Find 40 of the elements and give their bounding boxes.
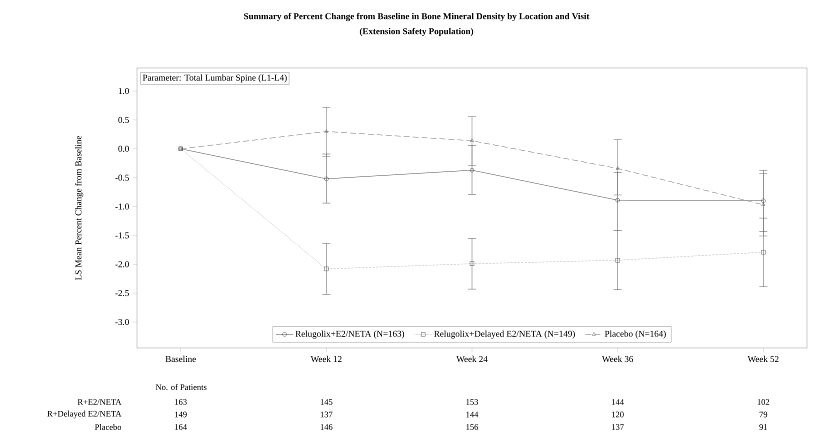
- text: 102: [758, 399, 770, 405]
- annotation: Parameter: Total Lumbar Spine (L1-L4): [142, 74, 287, 83]
- legend-label: Relugolix+E2/NETA (N=163): [296, 330, 404, 339]
- text: 137: [320, 412, 332, 418]
- text: 163: [175, 399, 187, 405]
- y-tick-label: 0.0: [118, 146, 129, 152]
- text: 146: [320, 424, 332, 430]
- legend-label: Relugolix+Delayed E2/NETA (N=149): [434, 330, 575, 339]
- text: 144: [612, 399, 624, 405]
- y-axis-title: LS Mean Percent Change from Baseline: [74, 136, 84, 280]
- y-tick-label: -1.5: [115, 232, 129, 238]
- y-tick-label: -2.5: [115, 290, 129, 296]
- y-tick-label: -2.0: [115, 261, 129, 268]
- text: R+Delayed E2/NETA: [47, 410, 122, 418]
- x-tick-label: Week 24: [456, 356, 488, 362]
- text: 91: [759, 424, 768, 430]
- text: Placebo: [94, 424, 122, 430]
- legend-label: Placebo (N=164): [604, 330, 666, 339]
- y-tick-label: -0.5: [115, 174, 129, 181]
- text: 153: [466, 399, 478, 405]
- text: 79: [760, 412, 768, 418]
- y-tick-label: -1.0: [115, 203, 129, 210]
- y-tick-label: 1.0: [118, 88, 129, 94]
- chart-subtitle: (Extension Safety Population): [360, 28, 474, 36]
- text: 145: [320, 399, 332, 405]
- text: 156: [466, 424, 478, 430]
- x-tick-label: Baseline: [166, 356, 196, 362]
- x-tick-label: Week 36: [602, 356, 634, 362]
- text: 149: [175, 412, 187, 418]
- text: No. of Patients: [156, 384, 206, 390]
- text: 164: [175, 424, 187, 430]
- x-tick-label: Week 12: [310, 356, 342, 362]
- text: 137: [612, 424, 624, 430]
- x-tick-label: Week 52: [748, 356, 779, 362]
- text: R+E2/NETA: [78, 399, 122, 405]
- y-tick-label: -3.0: [115, 318, 129, 326]
- text: 120: [612, 412, 624, 418]
- chart-title: Summary of Percent Change from Baseline in Bone Mineral Density by Location and Visit: [244, 12, 590, 22]
- y-tick-label: 0.5: [118, 116, 129, 123]
- text: 144: [466, 412, 478, 418]
